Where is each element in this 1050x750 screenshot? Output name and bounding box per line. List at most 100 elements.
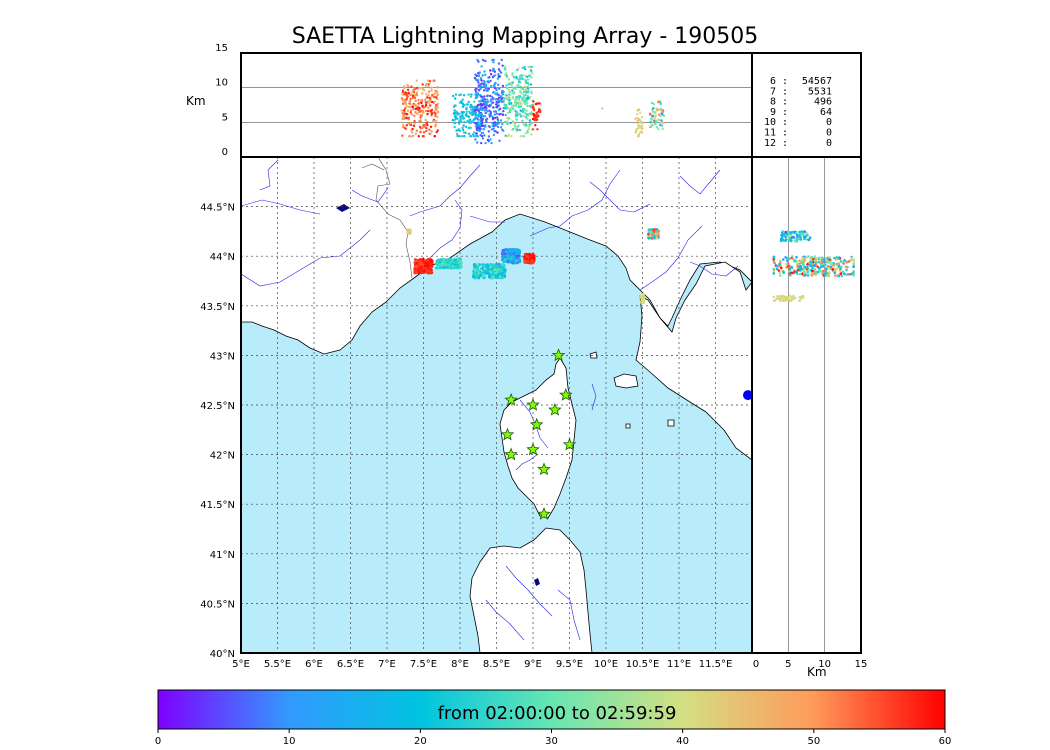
lightning-point — [780, 236, 784, 239]
lightning-point — [421, 87, 425, 91]
lightning-point — [799, 238, 803, 241]
lightning-point — [433, 79, 436, 82]
lightning-point — [790, 266, 794, 269]
chart-title: SAETTA Lightning Mapping Array - 190505 — [291, 24, 759, 49]
lightning-point — [601, 107, 604, 110]
lightning-point — [479, 112, 483, 115]
lightning-point — [493, 85, 496, 89]
lightning-point — [514, 87, 517, 91]
lightning-point — [426, 269, 429, 273]
lightning-point — [782, 271, 785, 274]
lightning-point — [501, 123, 504, 126]
lightning-point — [421, 83, 424, 86]
lightning-point — [427, 94, 430, 97]
lightning-point — [803, 237, 806, 240]
lightning-point — [795, 255, 798, 259]
lightning-point — [521, 135, 525, 138]
lightning-point — [407, 105, 411, 109]
right-x-tick-label: 15 — [855, 659, 868, 670]
lightning-point — [792, 268, 795, 272]
lightning-point — [510, 135, 513, 138]
lightning-point — [479, 107, 482, 110]
lightning-point — [798, 273, 802, 276]
lightning-point — [515, 77, 519, 80]
lightning-point — [461, 126, 464, 130]
lightning-point — [506, 135, 510, 138]
lightning-point — [482, 127, 485, 131]
lightning-point — [524, 116, 528, 119]
lightning-point — [526, 78, 530, 81]
lightning-point — [463, 121, 466, 124]
lightning-point — [407, 228, 410, 232]
lightning-point — [532, 113, 535, 116]
stat-value: 5531 — [808, 86, 832, 97]
country-borders — [361, 157, 413, 279]
lightning-point — [428, 79, 432, 83]
lightning-point — [517, 105, 521, 109]
lightning-point — [807, 238, 811, 242]
lightning-point — [516, 128, 519, 131]
lightning-point — [798, 233, 801, 236]
lightning-point — [421, 109, 424, 113]
lightning-point — [401, 92, 404, 96]
lightning-point — [406, 83, 409, 87]
lightning-point — [465, 114, 469, 118]
lightning-point — [486, 265, 490, 268]
lightning-point — [784, 235, 787, 239]
lightning-point — [794, 232, 798, 235]
lightning-point — [459, 118, 462, 121]
lightning-point — [421, 263, 425, 267]
lightning-point — [655, 126, 659, 129]
lightning-point — [505, 74, 509, 78]
lightning-point — [481, 131, 485, 135]
lightning-point — [444, 258, 448, 262]
lightning-point — [504, 113, 507, 117]
lightning-point — [846, 265, 849, 269]
lightning-point — [507, 78, 511, 81]
lightning-point — [496, 125, 500, 129]
lightning-point — [475, 78, 478, 82]
lightning-point — [489, 114, 493, 117]
lightning-point — [647, 232, 650, 236]
lightning-point — [422, 131, 426, 134]
lightning-point — [526, 104, 529, 108]
lightning-point — [496, 77, 499, 80]
lightning-point — [429, 104, 432, 107]
lightning-point — [498, 275, 502, 279]
stat-value: 64 — [820, 107, 832, 118]
lightning-point — [843, 259, 846, 262]
stat-separator: : — [782, 117, 788, 128]
lightning-point — [454, 104, 457, 107]
lightning-point — [531, 105, 535, 108]
lightning-point — [789, 231, 792, 234]
lightning-point — [498, 87, 501, 91]
lightning-point — [661, 127, 664, 131]
lightning-point — [840, 274, 844, 278]
lightning-point — [426, 121, 429, 124]
lightning-point — [402, 99, 405, 102]
lightning-point — [496, 92, 499, 95]
stat-value: 0 — [826, 138, 832, 149]
lightning-point — [539, 110, 542, 114]
lightning-point — [421, 104, 424, 108]
lightning-point — [647, 228, 651, 232]
lightning-point — [402, 113, 405, 116]
lightning-point — [475, 122, 478, 125]
lakes — [336, 204, 540, 586]
lightning-point — [433, 135, 436, 138]
lightning-point — [466, 103, 469, 106]
stat-value: 0 — [826, 128, 832, 139]
lightning-point — [816, 265, 819, 269]
lightning-point — [515, 99, 518, 102]
lightning-point — [479, 129, 482, 132]
lightning-point — [480, 141, 483, 145]
lightning-point — [829, 261, 832, 265]
lightning-point — [429, 125, 433, 128]
islet — [667, 419, 675, 427]
lightning-point — [487, 130, 490, 133]
lightning-point — [650, 231, 653, 235]
stat-value: 496 — [814, 97, 832, 108]
lightning-point — [479, 83, 482, 86]
lightning-point — [772, 260, 776, 264]
lightning-point — [428, 128, 431, 131]
